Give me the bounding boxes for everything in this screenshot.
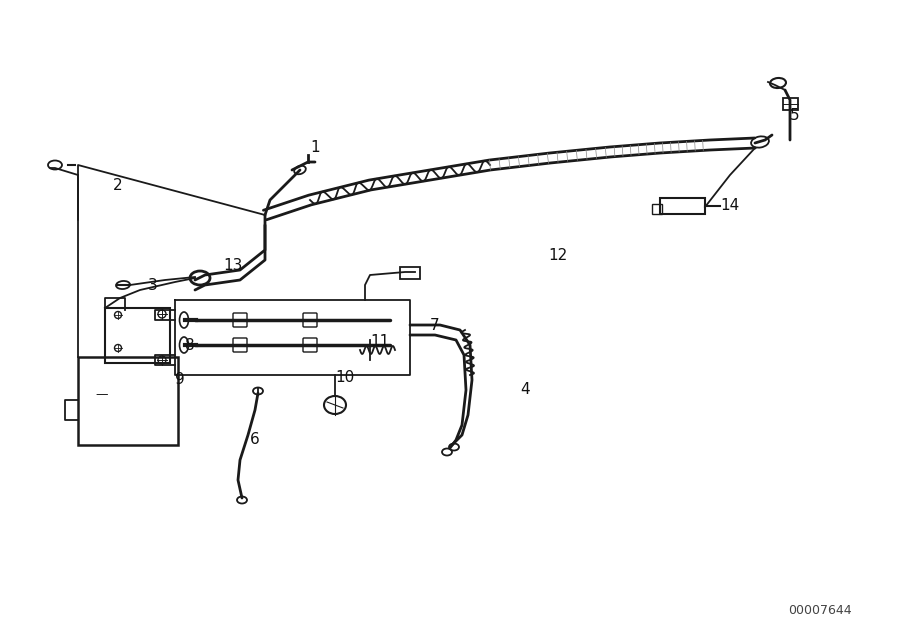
Text: 14: 14 [720, 197, 739, 213]
Bar [652, 204, 662, 214]
Text: 12: 12 [548, 248, 567, 262]
Text: 7: 7 [430, 318, 439, 333]
Text: 6: 6 [250, 432, 260, 448]
Text: 2: 2 [113, 178, 122, 192]
Bar [783, 98, 798, 110]
Text: 5: 5 [790, 107, 799, 123]
Text: 10: 10 [335, 370, 355, 385]
Text: 9: 9 [175, 373, 184, 387]
Bar [400, 267, 420, 279]
Text: —: — [95, 388, 108, 401]
Bar [660, 198, 705, 214]
Text: 1: 1 [310, 140, 320, 156]
Bar [78, 357, 178, 445]
Text: 11: 11 [370, 335, 389, 349]
Text: 3: 3 [148, 277, 157, 293]
Text: 4: 4 [520, 382, 529, 398]
Text: 00007644: 00007644 [788, 603, 851, 617]
Text: 8: 8 [185, 337, 194, 352]
Bar [105, 308, 170, 363]
Text: 13: 13 [223, 258, 242, 272]
